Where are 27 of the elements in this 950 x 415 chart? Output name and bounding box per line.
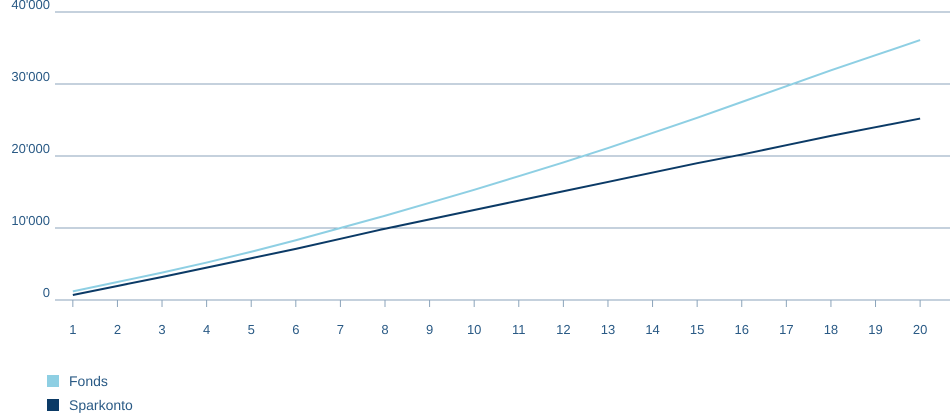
- x-tick-label: 12: [556, 322, 571, 337]
- x-tick-label: 13: [600, 322, 616, 337]
- x-tick-label: 9: [426, 322, 434, 337]
- y-tick-label: 40'000: [11, 0, 50, 12]
- x-tick-label: 5: [248, 322, 255, 337]
- x-tick-label: 3: [158, 322, 166, 337]
- x-tick-label: 7: [336, 322, 344, 337]
- y-tick-label: 20'000: [11, 141, 50, 156]
- x-tick-label: 14: [645, 322, 660, 337]
- x-tick-label: 15: [690, 322, 704, 337]
- x-tick-label: 10: [466, 322, 482, 337]
- x-tick-label: 18: [824, 322, 838, 337]
- x-tick-label: 4: [203, 322, 210, 337]
- x-tick-label: 2: [114, 322, 122, 337]
- x-tick-label: 11: [512, 322, 526, 337]
- legend-label: Sparkonto: [69, 397, 134, 413]
- legend-label: Fonds: [69, 373, 108, 389]
- x-tick-label: 19: [868, 322, 883, 337]
- y-tick-label: 10'000: [11, 213, 50, 228]
- x-tick-label: 16: [734, 322, 749, 337]
- y-tick-label: 30'000: [11, 69, 50, 84]
- y-tick-label: 0: [42, 285, 50, 300]
- x-tick-label: 17: [779, 322, 794, 337]
- x-tick-label: 1: [69, 322, 76, 337]
- x-tick-label: 8: [381, 322, 389, 337]
- x-tick-label: 20: [912, 322, 928, 337]
- x-tick-label: 6: [292, 322, 300, 337]
